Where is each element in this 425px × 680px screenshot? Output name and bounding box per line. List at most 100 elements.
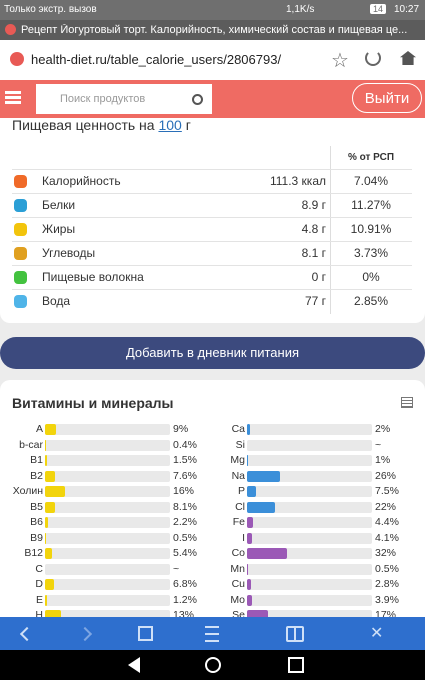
bar-track [45, 439, 170, 451]
bar [45, 501, 56, 513]
status-bar [0, 0, 425, 20]
tabs-button[interactable] [138, 626, 153, 641]
nav-recent[interactable] [288, 657, 304, 673]
nutrient-amount: 8.9 г [301, 198, 326, 212]
bar-track [45, 470, 170, 482]
bar [247, 610, 269, 621]
address-bar [0, 40, 425, 80]
nutrient-name: Белки [42, 198, 76, 212]
nutrient-percent: 3.73% [353, 246, 389, 260]
bar-track [247, 470, 372, 482]
row-line [12, 193, 412, 194]
value-label: ~ [173, 562, 180, 575]
bar [247, 532, 253, 544]
tab-icon [5, 24, 16, 35]
bar-track [247, 486, 372, 497]
nav-home[interactable] [205, 657, 221, 673]
nutrient-label: Fe [232, 516, 245, 528]
bar-track [247, 517, 372, 528]
value-label: 0.5% [173, 531, 197, 544]
bar [45, 610, 62, 621]
nutrient-name: Калорийность [42, 174, 121, 188]
value-label: 2% [375, 423, 391, 435]
vitamins-title: Витамины и минералы [12, 395, 174, 411]
url[interactable]: health-diet.ru/table_calorie_users/28067… [31, 52, 282, 67]
value-label: 2.2% [173, 516, 197, 528]
value-label: 4.4% [375, 516, 399, 528]
table-icon[interactable] [401, 397, 413, 408]
search-box[interactable] [36, 84, 212, 114]
bar [247, 594, 252, 606]
nutrient-label: Cl [235, 500, 245, 513]
status-speed: 1,1K/s [286, 4, 315, 15]
bar-track [45, 517, 170, 528]
row-line [12, 217, 412, 218]
home-button[interactable] [400, 51, 416, 65]
pages-button[interactable] [286, 626, 304, 642]
close-button[interactable]: ✕ [370, 625, 384, 642]
title-link[interactable]: 100 [158, 117, 182, 133]
bar [247, 517, 253, 528]
bar-track [247, 455, 372, 466]
bar [45, 548, 52, 559]
star-button[interactable]: ☆ [331, 50, 349, 72]
row-line [12, 289, 412, 290]
bar [247, 486, 257, 497]
value-label: 6.8% [173, 578, 197, 590]
value-label: 7.5% [375, 485, 399, 497]
nutrient-label: Ca [231, 423, 245, 435]
nutrient-amount: 4.8 г [301, 222, 326, 236]
time: 10:27 [394, 4, 420, 15]
menu-button[interactable] [5, 91, 21, 105]
value-label: 32% [375, 547, 397, 559]
menu-line [5, 101, 21, 104]
tab-title: Рецепт Йогуртовый торт. Калорийность, хи… [21, 24, 408, 36]
tab-bar [0, 20, 425, 40]
menu-button[interactable] [205, 626, 219, 642]
nutrient-label: Mg [230, 454, 245, 466]
nutrient-label: I [242, 531, 245, 544]
nutrient-amount: 0 г [311, 270, 326, 284]
nutrient-label: H [35, 609, 43, 621]
bar [45, 439, 46, 451]
bar-track [45, 594, 170, 606]
row-line [12, 169, 412, 170]
bar [247, 470, 280, 482]
value-label: 9% [173, 423, 189, 435]
nutrient-label: Mo [230, 593, 245, 606]
nutrient-percent: 2.85% [353, 294, 389, 308]
search-icon [192, 94, 203, 105]
nutrient-label: Co [231, 547, 245, 559]
value-label: 26% [375, 469, 397, 482]
nav-back[interactable] [128, 657, 140, 673]
nutrient-label: Cu [231, 578, 245, 590]
nutrient-percent: 7.04% [353, 174, 389, 188]
logout-button[interactable] [352, 83, 422, 113]
nutrient-percent: 11.27% [351, 198, 391, 212]
nutrient-percent: 0% [362, 270, 380, 284]
bar-track [247, 548, 372, 559]
value-label: 16% [173, 485, 195, 497]
bar [247, 455, 249, 466]
bar [45, 470, 55, 482]
reload-button[interactable] [365, 50, 381, 66]
nutrient-percent: 10.91% [350, 222, 392, 236]
nutrient-label: B9 [30, 531, 43, 544]
bar-track [45, 501, 170, 513]
bar [247, 548, 287, 559]
add-button-label: Добавить в дневник питания [125, 345, 300, 360]
bar-track [247, 439, 372, 451]
nutrient-label: B2 [30, 469, 43, 482]
bar-track [247, 610, 372, 621]
row-line [12, 241, 412, 242]
nutrition-card [0, 118, 425, 323]
value-label: 0.4% [173, 438, 197, 451]
nutrient-name: Вода [42, 294, 71, 308]
bar-track [45, 610, 170, 621]
add-button[interactable] [0, 337, 425, 369]
row-icon [14, 247, 27, 260]
bar [45, 594, 47, 606]
bar [45, 532, 46, 544]
nutrient-label: B6 [30, 516, 43, 528]
nutrient-amount: 8.1 г [301, 246, 326, 260]
